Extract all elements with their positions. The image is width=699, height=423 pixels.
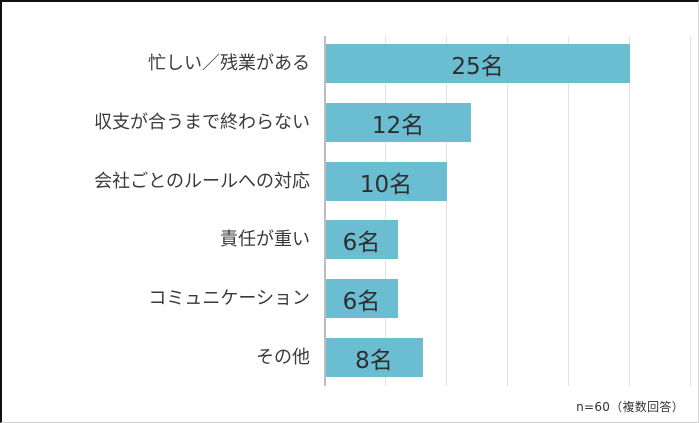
category-label: 会社ごとのルールへの対応 (94, 171, 310, 192)
bar: 6名 (325, 279, 398, 318)
bar-value-label: 8名 (355, 347, 393, 374)
category-label: コミュニケーション (148, 288, 310, 309)
bar: 6名 (325, 220, 398, 259)
y-axis-line (324, 36, 326, 386)
gridline (507, 36, 508, 386)
bar-value-label: 12名 (371, 112, 425, 139)
category-label: 収支が合うまで終わらない (94, 112, 310, 133)
bar-value-label: 25名 (451, 53, 504, 80)
bar: 8名 (325, 338, 423, 377)
bar-value-label: 6名 (342, 229, 381, 256)
gridline (629, 36, 630, 386)
bar: 10名 (325, 162, 447, 201)
gridline (690, 36, 691, 386)
category-label: 責任が重い (220, 229, 310, 250)
bar-row: 忙しい／残業がある 25名 (2, 44, 699, 83)
bar-value-label: 6名 (342, 288, 381, 315)
bar-value-label: 10名 (359, 171, 413, 198)
bar-row: 責任が重い 6名 (2, 220, 699, 259)
bar-row: 収支が合うまで終わらない 12名 (2, 103, 699, 142)
bar-row: コミュニケーション 6名 (2, 279, 699, 318)
category-label: 忙しい／残業がある (148, 53, 310, 74)
plot-area (324, 36, 691, 386)
bar: 25名 (325, 44, 630, 83)
sample-size-note: n=60（複数回答） (576, 400, 684, 414)
bar-row: その他 8名 (2, 338, 699, 377)
gridline (446, 36, 447, 386)
gridline (385, 36, 386, 386)
bar-row: 会社ごとのルールへの対応 10名 (2, 162, 699, 201)
category-label: その他 (256, 347, 310, 368)
gridline (568, 36, 569, 386)
bar: 12名 (325, 103, 471, 142)
